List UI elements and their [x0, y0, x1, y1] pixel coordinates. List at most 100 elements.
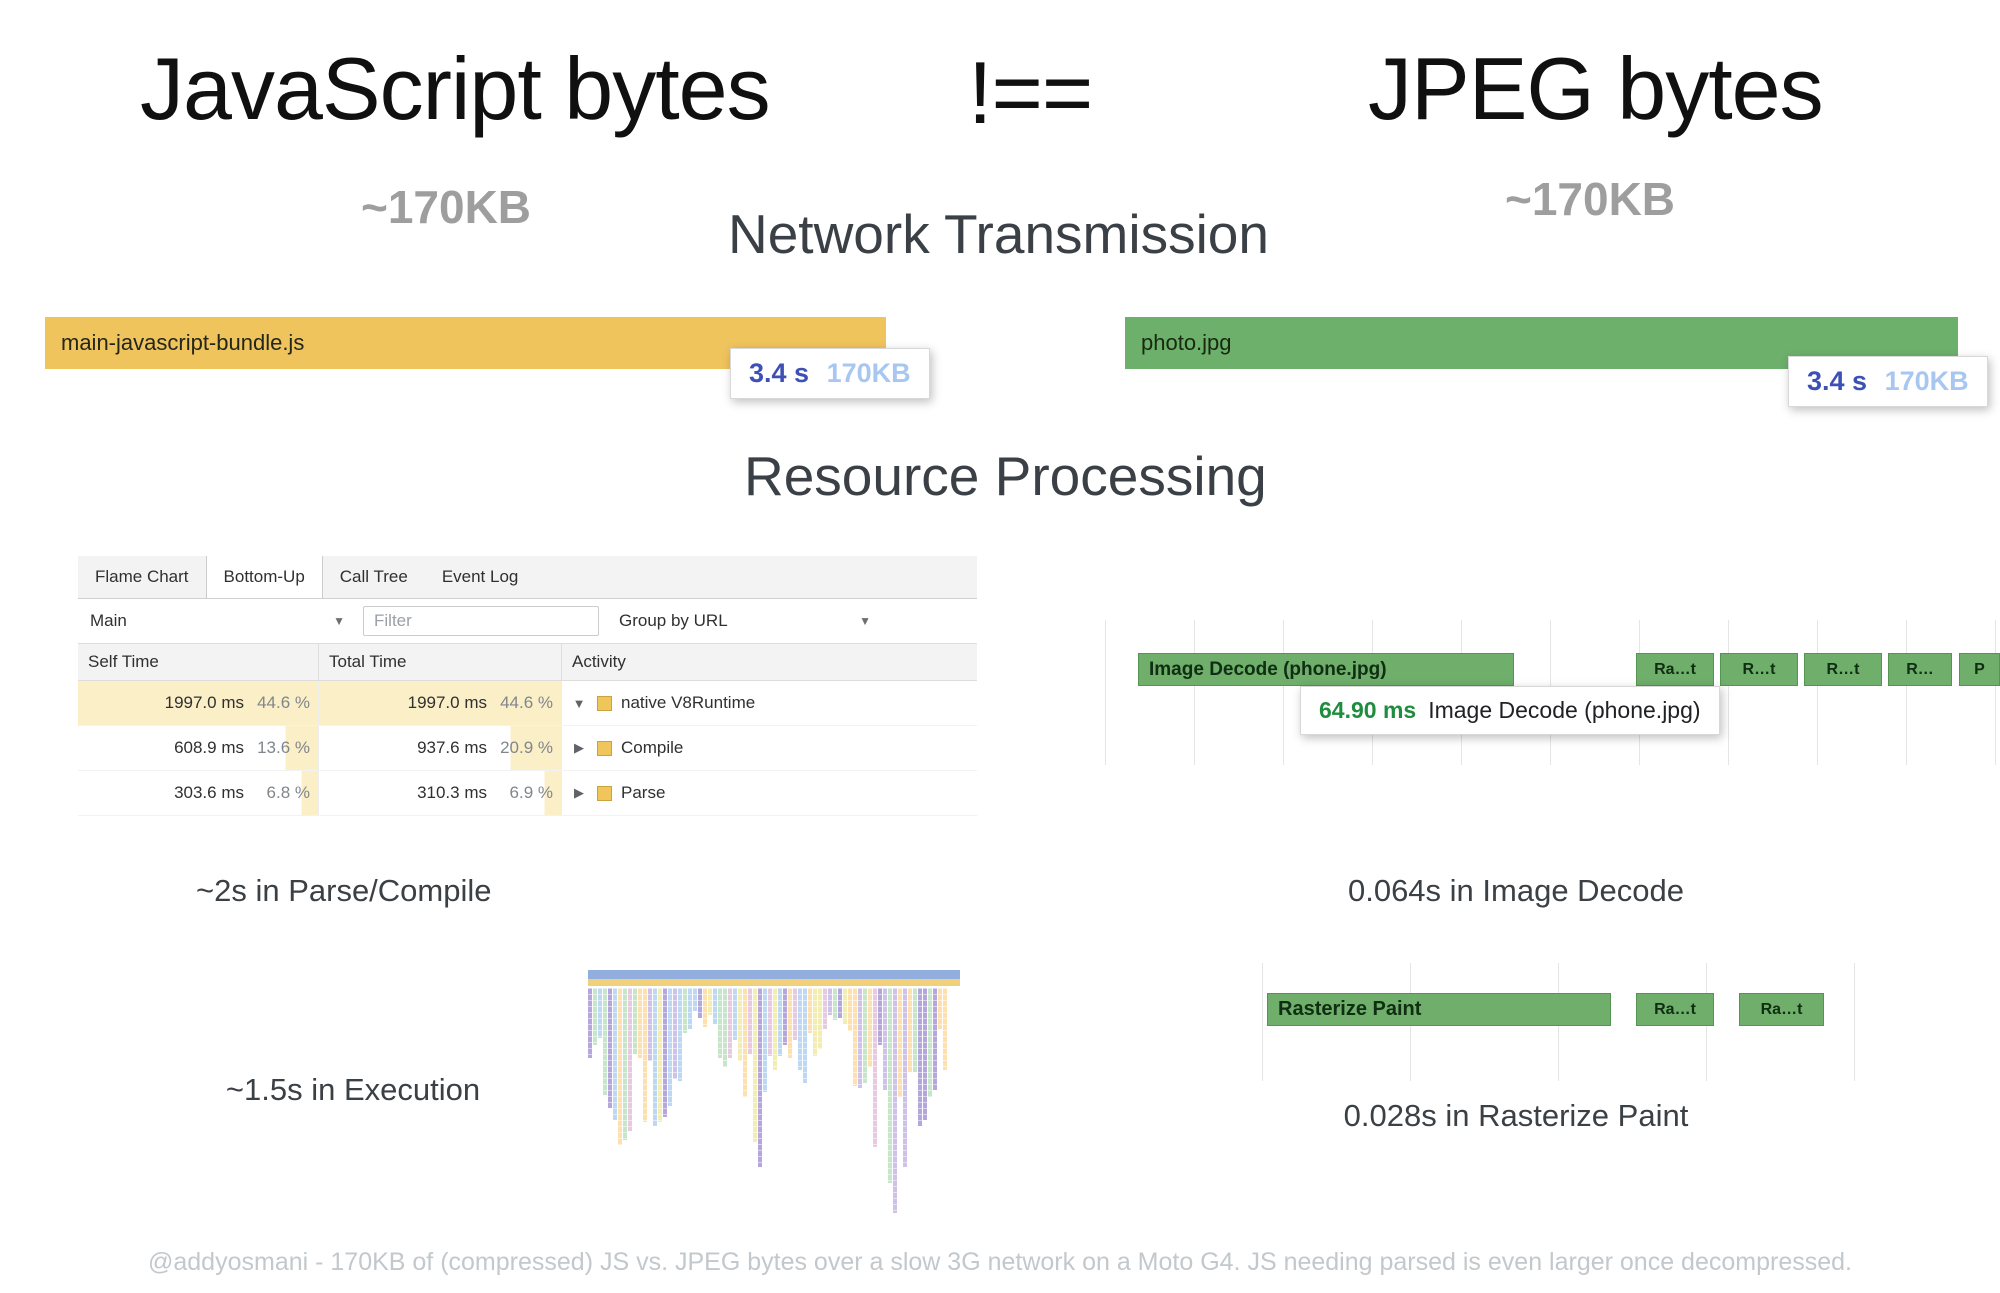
- raster-task-bar[interactable]: R…t: [1720, 653, 1798, 686]
- raster-task-bar[interactable]: Ra…t: [1636, 993, 1714, 1026]
- flame-col: [658, 988, 662, 1122]
- group-by-select[interactable]: Group by URL ▼: [619, 611, 871, 631]
- flame-header-strip: [588, 979, 960, 986]
- flame-col: [893, 988, 897, 1213]
- group-by-value: Group by URL: [619, 611, 728, 630]
- tab-bottom-up[interactable]: Bottom-Up: [205, 556, 323, 598]
- disclosure-triangle-icon[interactable]: ▶: [574, 785, 584, 800]
- flame-col: [868, 988, 872, 1068]
- flame-col: [648, 988, 652, 1061]
- flame-col: [588, 988, 592, 1059]
- flame-col: [618, 988, 622, 1145]
- flame-col: [733, 988, 737, 1041]
- flame-col: [833, 988, 837, 1020]
- self-time-cell: 303.6 ms 6.8 %: [78, 771, 319, 815]
- table-row[interactable]: 1997.0 ms 44.6 % 1997.0 ms 44.6 % ▼ nati…: [78, 681, 977, 726]
- flame-col: [603, 988, 607, 1095]
- tab-flame-chart[interactable]: Flame Chart: [95, 567, 189, 586]
- flame-col: [653, 988, 657, 1127]
- flame-col: [773, 988, 777, 1070]
- flame-col: [623, 988, 627, 1141]
- tab-call-tree[interactable]: Call Tree: [339, 567, 408, 586]
- chevron-down-icon: ▼: [333, 614, 345, 628]
- flame-col: [828, 988, 832, 1016]
- js-size-label: ~170KB: [360, 181, 532, 233]
- raster-task-bar[interactable]: Ra…t: [1739, 993, 1824, 1026]
- raster-task-bar[interactable]: Ra…t: [1636, 653, 1714, 686]
- flame-col: [798, 988, 802, 1070]
- activity-label: Compile: [621, 738, 684, 757]
- raster-task-bar[interactable]: R…t: [1804, 653, 1882, 686]
- self-time-cell: 1997.0 ms 44.6 %: [78, 681, 319, 725]
- flame-col: [713, 988, 717, 1025]
- chevron-down-icon: ▼: [859, 614, 871, 628]
- flame-col: [793, 988, 797, 1041]
- activity-label: Parse: [621, 783, 666, 802]
- js-transfer-size: 170KB: [826, 358, 911, 388]
- flame-col: [883, 988, 887, 1091]
- decode-tooltip-label: Image Decode (phone.jpg): [1428, 697, 1701, 723]
- flame-col: [628, 988, 632, 1131]
- js-network-bar[interactable]: main-javascript-bundle.js: [45, 317, 886, 369]
- flame-col: [858, 988, 862, 1088]
- flame-col: [928, 988, 932, 1097]
- flame-col: [763, 988, 767, 1093]
- flame-col: [778, 988, 782, 1057]
- flame-header-strip: [588, 970, 960, 979]
- flame-col: [843, 988, 847, 1025]
- column-header-self-time[interactable]: Self Time: [78, 644, 319, 680]
- jpeg-network-bar-label: photo.jpg: [1141, 330, 1232, 355]
- flame-col: [598, 988, 602, 1038]
- rasterize-paint-bar[interactable]: Rasterize Paint: [1267, 993, 1611, 1026]
- execution-caption: ~1.5s in Execution: [225, 1072, 481, 1107]
- total-time-value: 1997.0 ms: [407, 693, 487, 712]
- flame-col: [898, 988, 902, 1097]
- total-time-percent: 44.6 %: [500, 693, 553, 712]
- flame-col: [613, 988, 617, 1120]
- raster-task-bar[interactable]: R…: [1888, 653, 1952, 686]
- flame-col: [878, 988, 882, 1045]
- activity-cell: ▶ Compile: [562, 726, 977, 770]
- total-time-percent: 20.9 %: [500, 738, 553, 757]
- jpeg-transfer-size: 170KB: [1884, 366, 1969, 396]
- flame-col: [838, 988, 842, 1018]
- flame-col: [683, 988, 687, 1034]
- jpeg-size-label: ~170KB: [1504, 173, 1676, 225]
- filter-input[interactable]: [363, 606, 599, 636]
- flame-col: [698, 988, 702, 1018]
- activity-cell: ▼ native V8Runtime: [562, 681, 977, 725]
- activity-cell: ▶ Parse: [562, 771, 977, 815]
- flame-col: [783, 988, 787, 1045]
- image-decode-caption: 0.064s in Image Decode: [1347, 873, 1685, 908]
- table-row[interactable]: 608.9 ms 13.6 % 937.6 ms 20.9 % ▶ Compil…: [78, 726, 977, 771]
- flame-col: [863, 988, 867, 1084]
- category-color-swatch: [597, 740, 612, 756]
- raster-task-bar[interactable]: P: [1959, 653, 2000, 686]
- thread-select[interactable]: Main ▼: [90, 611, 345, 631]
- tab-event-log[interactable]: Event Log: [441, 567, 519, 586]
- disclosure-triangle-icon[interactable]: ▶: [574, 740, 584, 755]
- self-time-percent: 44.6 %: [257, 693, 310, 712]
- flame-col: [818, 988, 822, 1050]
- column-header-activity[interactable]: Activity: [572, 652, 626, 671]
- flame-col: [638, 988, 642, 1059]
- disclosure-triangle-icon[interactable]: ▼: [572, 695, 586, 711]
- rasterize-caption: 0.028s in Rasterize Paint: [1343, 1098, 1689, 1133]
- flame-col: [693, 988, 697, 1011]
- image-decode-bar[interactable]: Image Decode (phone.jpg): [1138, 653, 1514, 686]
- flame-col: [608, 988, 612, 1109]
- flame-col: [593, 988, 597, 1045]
- flame-col: [688, 988, 692, 1029]
- resource-processing-heading: Resource Processing: [744, 445, 1267, 507]
- flame-col: [903, 988, 907, 1168]
- flame-col: [758, 988, 762, 1168]
- js-transfer-time: 3.4 s: [749, 358, 810, 388]
- self-time-value: 1997.0 ms: [164, 693, 244, 712]
- flame-col: [873, 988, 877, 1147]
- column-header-total-time[interactable]: Total Time: [319, 644, 562, 680]
- self-time-cell: 608.9 ms 13.6 %: [78, 726, 319, 770]
- flame-col: [703, 988, 707, 1027]
- table-row[interactable]: 303.6 ms 6.8 % 310.3 ms 6.9 % ▶ Parse: [78, 771, 977, 816]
- flame-col: [743, 988, 747, 1097]
